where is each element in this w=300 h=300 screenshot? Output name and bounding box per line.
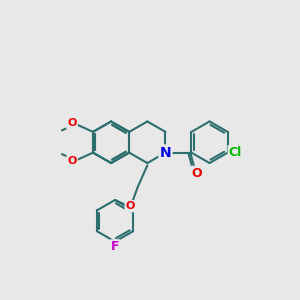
Text: Cl: Cl xyxy=(229,146,242,159)
Text: F: F xyxy=(111,241,119,254)
Text: N: N xyxy=(160,146,171,160)
Text: O: O xyxy=(126,201,135,211)
Text: O: O xyxy=(191,167,202,180)
Text: O: O xyxy=(68,118,77,128)
Text: O: O xyxy=(68,156,77,166)
